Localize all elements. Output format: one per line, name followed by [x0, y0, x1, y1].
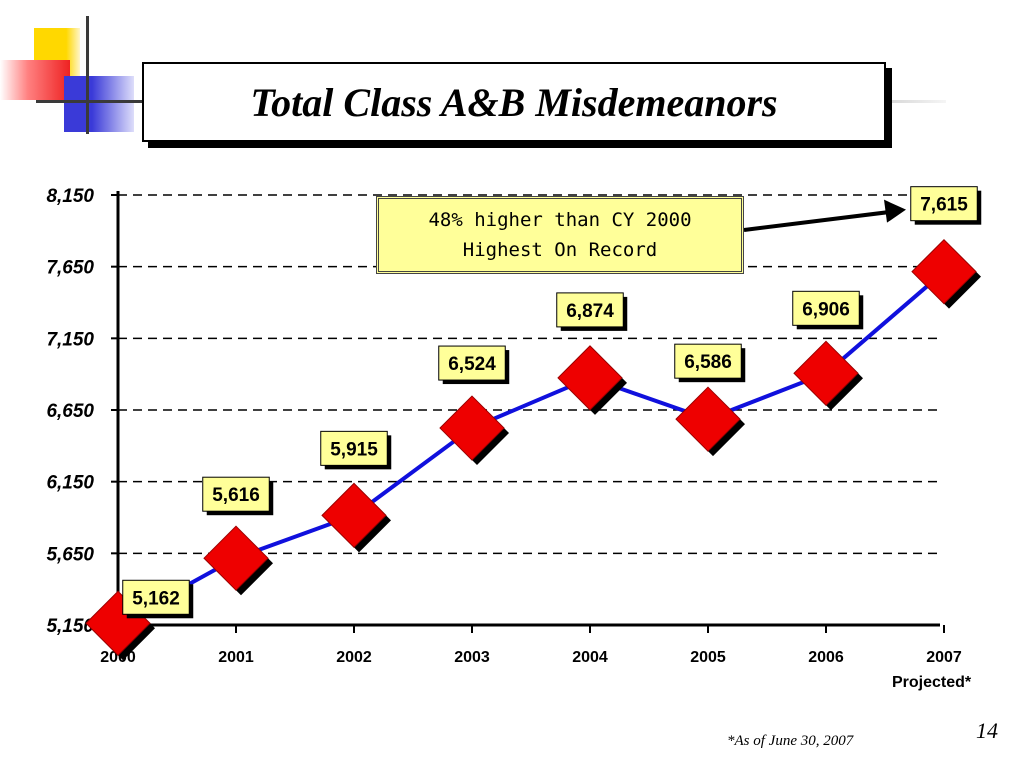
slide-title: Total Class A&B Misdemeanors — [250, 79, 778, 125]
data-label-box — [910, 186, 978, 222]
data-label-box — [202, 476, 270, 512]
data-label-text: 6,906 — [802, 299, 850, 320]
data-label: 6,524 — [438, 345, 510, 385]
marker-diamond — [439, 395, 505, 461]
x-tick-label: 2007 — [926, 649, 962, 666]
data-label-text: 6,874 — [566, 301, 614, 322]
x-tick-label: 2002 — [336, 649, 372, 666]
data-label-text: 5,915 — [330, 439, 378, 460]
data-label: 7,615 — [910, 186, 982, 225]
marker-diamond — [321, 482, 387, 549]
x-tick-label: 2004 — [572, 649, 608, 666]
x-tick-label: 2005 — [690, 649, 726, 666]
callout-arrow-head — [884, 199, 906, 223]
data-label: 6,586 — [674, 343, 746, 383]
data-label: 6,906 — [792, 290, 864, 330]
title-box: Total Class A&B Misdemeanors — [142, 62, 886, 142]
data-label-box — [674, 343, 742, 379]
marker-diamond — [557, 345, 623, 411]
data-label-box — [122, 579, 190, 615]
data-point-marker — [557, 345, 627, 415]
callout-box: 48% higher than CY 2000 Highest On Recor… — [376, 196, 744, 274]
y-tick-label: 8,150 — [46, 186, 94, 207]
data-label-text: 5,162 — [132, 588, 180, 609]
x-tick-label: 2001 — [218, 649, 254, 666]
data-label-text: 6,586 — [684, 352, 732, 373]
data-point-marker — [793, 340, 863, 411]
marker-diamond — [675, 386, 741, 452]
data-label: 5,162 — [122, 579, 194, 619]
x-tick-label: 2003 — [454, 649, 490, 666]
data-label-text: 7,615 — [920, 195, 968, 216]
data-point-marker — [321, 482, 391, 553]
callout-line-2: Highest On Record — [462, 239, 658, 261]
data-label-box — [438, 345, 506, 381]
callout-line-1: 48% higher than CY 2000 — [428, 209, 692, 231]
data-point-marker — [203, 525, 273, 596]
callout-arrow-line — [743, 209, 893, 232]
data-label-text: 6,524 — [448, 354, 496, 375]
data-label-box — [556, 292, 624, 328]
marker-diamond — [911, 238, 977, 305]
data-point-marker — [911, 238, 981, 309]
y-tick-label: 6,650 — [46, 401, 94, 422]
data-label-text: 5,616 — [212, 485, 260, 506]
page-number: 14 — [976, 718, 998, 743]
data-label-box — [320, 430, 388, 466]
x-tick-label: 2006 — [808, 649, 844, 666]
data-label-box — [792, 290, 860, 326]
y-tick-label: 6,150 — [46, 473, 94, 494]
data-label: 6,874 — [556, 292, 628, 331]
y-tick-label: 5,650 — [46, 544, 94, 565]
decorative-blue-square — [64, 76, 134, 132]
decorative-vertical-line — [86, 16, 89, 134]
marker-diamond — [203, 525, 269, 591]
y-tick-label: 7,650 — [46, 258, 94, 279]
data-point-marker — [675, 386, 745, 457]
footnote: *As of June 30, 2007 — [727, 733, 854, 749]
y-tick-label: 5,150 — [46, 616, 94, 637]
decorative-red-square — [0, 60, 70, 100]
marker-diamond — [793, 340, 859, 407]
data-label: 5,616 — [202, 476, 274, 516]
y-tick-label: 7,150 — [46, 329, 94, 350]
data-label: 5,915 — [320, 430, 392, 470]
data-point-marker — [439, 395, 509, 466]
projected-note: Projected* — [892, 674, 972, 691]
